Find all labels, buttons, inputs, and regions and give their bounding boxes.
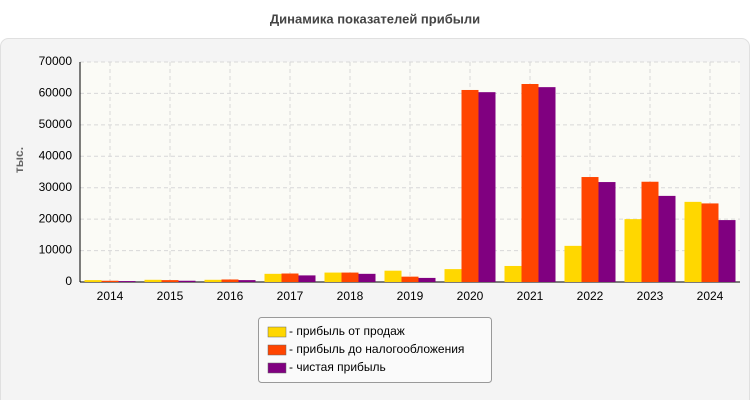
chart-title: Динамика показателей прибыли (270, 11, 480, 26)
bar (418, 277, 436, 282)
bar (718, 220, 736, 282)
y-axis-label: тыс. (12, 147, 26, 173)
legend-label: - чистая прибыль (289, 360, 386, 374)
bar (341, 272, 359, 282)
x-tick-label: 2023 (637, 289, 664, 303)
legend-label: - прибыль до налогообложения (289, 342, 464, 356)
y-tick-label: 20000 (39, 211, 73, 225)
bar (521, 84, 539, 282)
legend-label: - прибыль от продаж (289, 324, 405, 338)
x-tick-label: 2021 (517, 289, 544, 303)
bar (504, 265, 522, 282)
legend-swatch (267, 344, 287, 356)
bar (298, 275, 316, 282)
legend (258, 317, 492, 383)
bar (701, 203, 719, 282)
bar (144, 279, 162, 282)
bar (358, 273, 376, 282)
bar (161, 280, 179, 282)
bar (538, 87, 556, 283)
bar (281, 273, 299, 282)
x-tick-label: 2014 (97, 289, 124, 303)
bar (461, 89, 479, 282)
bar (401, 276, 419, 282)
bar (238, 280, 256, 282)
bar (478, 92, 496, 283)
bar (444, 269, 462, 282)
x-tick-label: 2019 (397, 289, 424, 303)
bar (221, 279, 239, 282)
legend-swatch (267, 326, 287, 338)
legend-swatch (267, 362, 287, 374)
y-tick-label: 10000 (39, 243, 73, 257)
bar (684, 201, 702, 282)
y-tick-label: 40000 (39, 148, 73, 162)
x-tick-label: 2024 (697, 289, 724, 303)
bar (384, 270, 402, 282)
bar (178, 280, 196, 282)
bar (564, 245, 582, 282)
x-tick-label: 2018 (337, 289, 364, 303)
bar (324, 272, 342, 282)
x-tick-label: 2016 (217, 289, 244, 303)
bar (101, 280, 119, 282)
y-tick-label: 30000 (39, 180, 73, 194)
bar (624, 219, 642, 282)
bar (118, 281, 136, 282)
x-tick-label: 2017 (277, 289, 304, 303)
y-tick-label: 0 (65, 274, 72, 288)
bar (204, 279, 222, 282)
bar (658, 195, 676, 282)
y-tick-label: 50000 (39, 117, 73, 131)
y-tick-label: 70000 (39, 54, 73, 68)
x-tick-label: 2015 (157, 289, 184, 303)
bar (84, 280, 102, 282)
bar (581, 177, 599, 282)
x-tick-label: 2022 (577, 289, 604, 303)
bar (264, 273, 282, 282)
y-tick-label: 60000 (39, 86, 73, 100)
bar (641, 181, 659, 282)
bar (598, 182, 616, 282)
x-tick-label: 2020 (457, 289, 484, 303)
